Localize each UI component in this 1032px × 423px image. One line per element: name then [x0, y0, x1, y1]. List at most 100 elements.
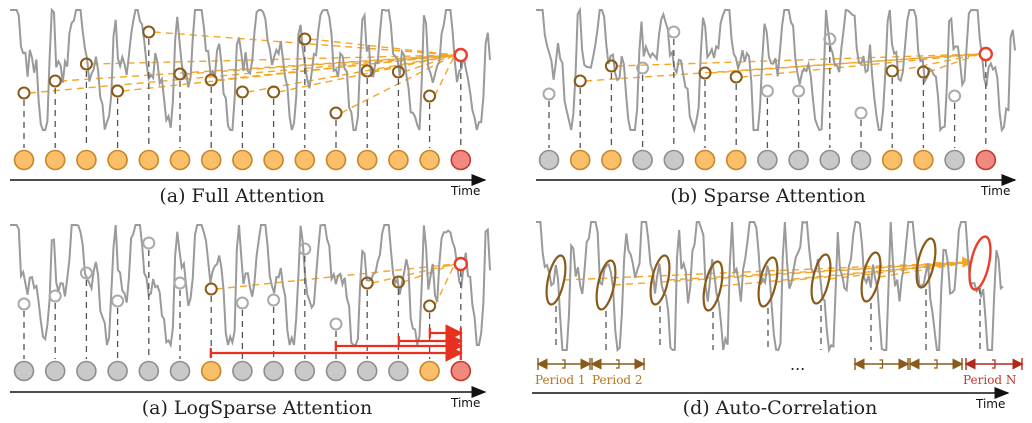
vertical-guides: [23, 39, 462, 148]
key-token: [13, 360, 35, 382]
time-label: Time: [980, 184, 1010, 198]
key-token: [44, 149, 66, 171]
period-ellipse: [757, 256, 779, 308]
attended-key-marker: [698, 66, 712, 80]
key-token: [169, 360, 191, 382]
key-token: [107, 360, 128, 382]
attended-key-marker: [391, 65, 405, 79]
key-token: [200, 360, 222, 382]
period-link: [667, 261, 973, 281]
skipped-key-marker: [17, 297, 31, 311]
query-token: [975, 149, 997, 171]
key-token: [663, 149, 685, 171]
skipped-key-marker: [173, 276, 187, 290]
period-2-label: Period 2: [592, 373, 643, 387]
period-ellipses: [545, 235, 992, 312]
panel-full-attention: Time (a) Full Attention: [10, 7, 491, 207]
key-token: [263, 360, 284, 382]
time-series-line: [10, 7, 491, 131]
attended-key-marker: [604, 59, 618, 73]
key-token: [388, 360, 409, 382]
attended-key-marker: [298, 32, 312, 46]
period-mid-mark: [934, 359, 938, 369]
attention-link: [184, 54, 455, 75]
panel-auto-correlation: Period 1 Period 2 Period N ... Time (d) …: [532, 220, 1024, 419]
skipped-key-marker: [823, 32, 837, 46]
key-token: [169, 149, 191, 171]
time-series-line: [10, 224, 491, 349]
key-token: [725, 149, 747, 171]
period-1-label: Period 1: [535, 373, 586, 387]
attention-link: [741, 53, 980, 78]
attention-link: [897, 53, 980, 72]
attention-link: [372, 54, 455, 72]
key-token: [850, 149, 872, 171]
skipped-key-marker: [235, 296, 249, 310]
skipped-key-marker: [792, 84, 806, 98]
attended-key-marker: [142, 25, 156, 39]
attended-key-marker: [360, 276, 374, 290]
skipped-key-marker: [542, 87, 556, 101]
caption-full-attention: (a) Full Attention: [159, 185, 324, 207]
time-label: Time: [450, 184, 480, 198]
attended-key-marker: [391, 275, 405, 289]
attended-key-marker: [729, 70, 743, 84]
period-brackets: [536, 358, 1024, 370]
period-ellipse: [915, 237, 937, 289]
key-token: [107, 149, 128, 171]
skipped-key-marker: [329, 317, 343, 331]
caption-auto-correlation: (d) Auto-Correlation: [683, 397, 878, 419]
attention-link: [433, 263, 456, 307]
skipped-key-marker: [48, 289, 62, 303]
key-token: [788, 149, 809, 171]
key-token: [294, 149, 316, 171]
key-token: [294, 360, 316, 382]
vertical-guides: [548, 39, 987, 148]
period-ellipse: [702, 260, 724, 312]
attended-key-marker: [329, 106, 343, 120]
period-mid-mark: [562, 359, 566, 369]
query-token: [450, 360, 472, 382]
token-row: [13, 360, 472, 382]
key-markers: [17, 25, 468, 120]
panel-logsparse-attention: Time (a) LogSparse Attention: [10, 224, 491, 419]
skipped-key-marker: [298, 242, 312, 256]
attended-key-marker: [573, 74, 587, 88]
key-token: [356, 360, 378, 382]
key-token: [356, 149, 378, 171]
attention-link: [216, 263, 455, 290]
query-marker: [978, 46, 993, 62]
log-span-arrows: [209, 324, 463, 362]
attended-key-marker: [423, 299, 437, 313]
key-token: [913, 149, 934, 171]
vertical-guides: [23, 250, 462, 359]
key-token: [138, 360, 160, 382]
panel-sparse-attention: Time (b) Sparse Attention: [536, 6, 1017, 207]
period-ellipse: [545, 254, 567, 306]
key-token: [232, 360, 253, 382]
attended-key-marker: [17, 86, 31, 100]
time-label: Time: [975, 397, 1005, 411]
attention-link: [433, 54, 456, 97]
attention-link: [403, 263, 456, 283]
key-token: [263, 149, 284, 171]
period-ellipse: [595, 259, 617, 311]
key-token: [76, 360, 97, 382]
period-ellipsis: ...: [790, 355, 805, 374]
key-token: [944, 149, 965, 171]
query-marker: [453, 47, 468, 63]
key-token: [325, 360, 347, 382]
attended-key-marker: [885, 64, 899, 78]
attention-link: [709, 53, 980, 74]
time-series-line: [536, 6, 1016, 134]
period-ellipse: [860, 251, 882, 303]
key-token: [569, 149, 591, 171]
attended-key-marker: [267, 85, 281, 99]
attention-link: [309, 38, 455, 56]
token-row: [13, 149, 472, 171]
attended-key-marker: [916, 65, 930, 79]
skipped-key-marker: [667, 25, 681, 39]
attended-key-marker: [204, 73, 218, 87]
attended-key-marker: [79, 57, 93, 71]
time-label: Time: [450, 396, 480, 410]
